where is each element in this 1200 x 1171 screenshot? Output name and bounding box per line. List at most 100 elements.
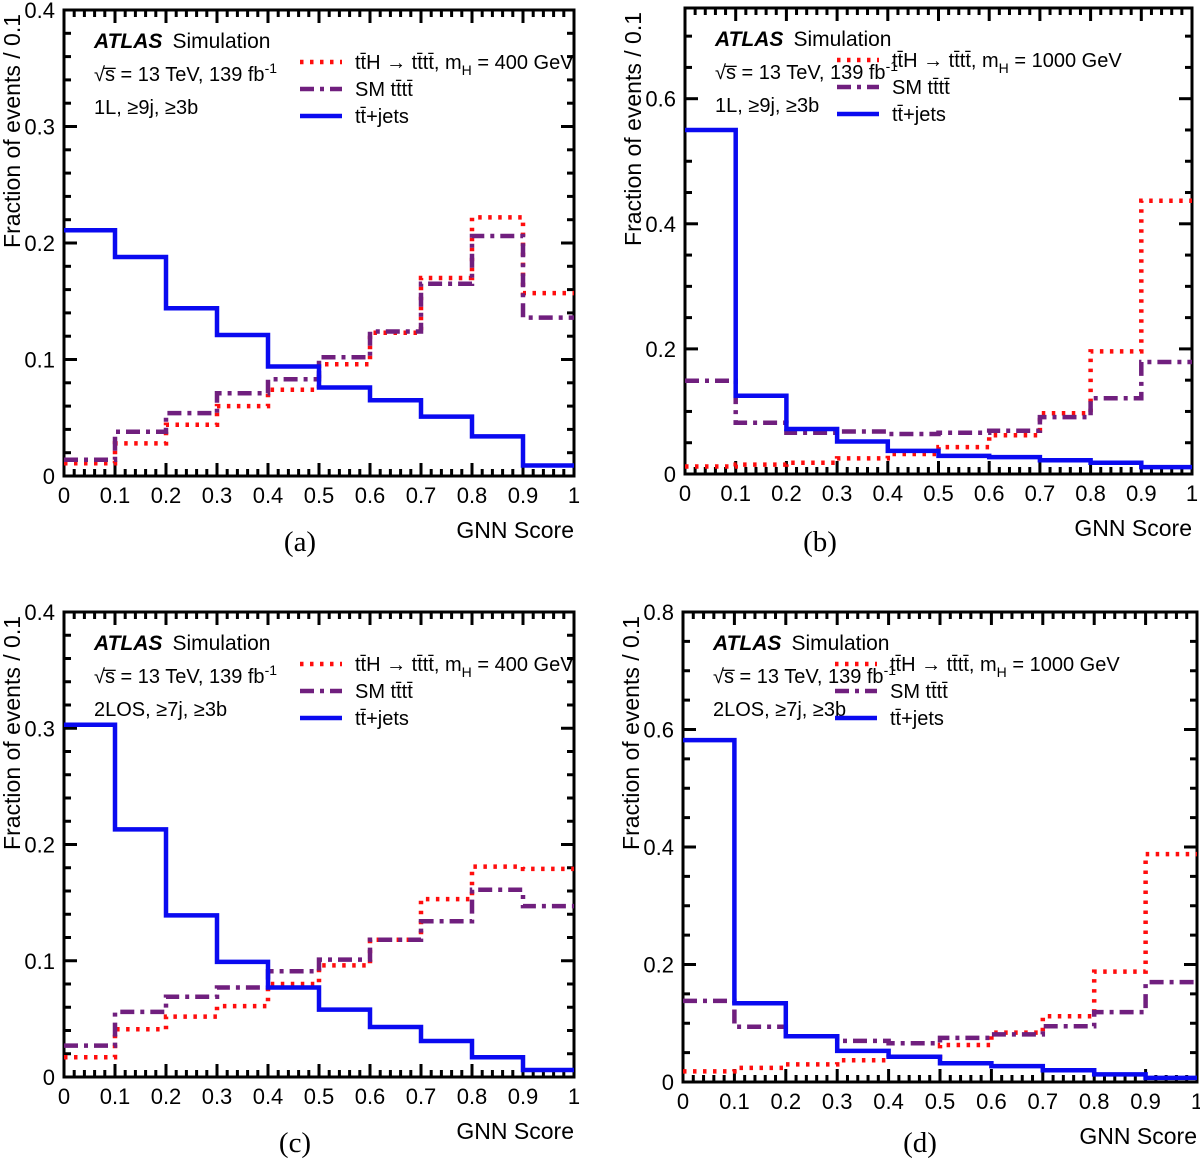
series-ttjets: [685, 127, 1192, 470]
svg-text:0: 0: [677, 1089, 689, 1114]
panel-caption: (c): [279, 1127, 311, 1159]
svg-text:0.1: 0.1: [100, 1084, 131, 1109]
svg-text:1: 1: [1186, 481, 1198, 506]
y-tick-labels: 0 0.1 0.2 0.3 0.4: [24, 0, 55, 489]
y-tick-labels: 0 0.2 0.4 0.6: [645, 87, 676, 487]
svg-text:0.4: 0.4: [24, 0, 55, 23]
x-axis-title: GNN Score: [456, 517, 574, 543]
histogram-panel-d: 0 0.1 0.2 0.3 0.4 0.5 0.6 0.7 0.8 0.9 1 0 0.2 0.4 0.6 0…: [600, 586, 1200, 1171]
selection-label: 1L, ≥9j, ≥3b: [94, 97, 198, 119]
legend-label-ttjets: tt̄+jets: [355, 106, 409, 128]
svg-text:0.2: 0.2: [24, 231, 55, 256]
axis-ticks: [62, 610, 576, 1079]
svg-text:0.3: 0.3: [24, 716, 55, 741]
experiment-label: ATLAS Simulation: [712, 632, 890, 655]
y-axis-title: Fraction of events / 0.1: [620, 12, 646, 246]
histogram-panel-b: 0 0.1 0.2 0.3 0.4 0.5 0.6 0.7 0.8 0.9 1 0 0.2 0.4 0.6 G…: [600, 0, 1200, 590]
legend-label-signal: tt̄H → tt̄tt̄, mH = 400 GeV: [355, 654, 574, 680]
experiment-label: ATLAS Simulation: [93, 632, 271, 655]
svg-text:0.3: 0.3: [24, 115, 55, 140]
svg-text:0.6: 0.6: [974, 481, 1005, 506]
svg-text:0.7: 0.7: [406, 483, 437, 508]
svg-text:0.8: 0.8: [1075, 481, 1106, 506]
svg-text:0.4: 0.4: [643, 835, 674, 860]
svg-text:0: 0: [43, 1065, 55, 1090]
legend-label-signal: tt̄H → tt̄tt̄, mH = 400 GeV: [355, 52, 574, 78]
legend-label-sm: SM tt̄tt̄: [355, 79, 413, 101]
series-sm: [64, 233, 574, 462]
svg-text:0: 0: [679, 481, 691, 506]
svg-text:0.4: 0.4: [253, 1084, 284, 1109]
panel-caption: (a): [284, 526, 316, 558]
svg-text:0.2: 0.2: [645, 337, 676, 362]
svg-text:0.4: 0.4: [873, 1089, 904, 1114]
y-tick-labels: 0 0.1 0.2 0.3 0.4: [24, 600, 55, 1090]
histogram-panel-c: 0 0.1 0.2 0.3 0.4 0.5 0.6 0.7 0.8 0.9 1 0 0.1 0.2 0.3 0…: [0, 586, 600, 1171]
svg-text:0.3: 0.3: [202, 483, 233, 508]
svg-text:0.3: 0.3: [822, 1089, 853, 1114]
svg-text:0.1: 0.1: [720, 481, 751, 506]
chart-a: 0 0.1 0.2 0.3 0.4 0.5 0.6 0.7 0.8 0.9 100.10.20.30…: [0, 0, 580, 558]
svg-text:0.4: 0.4: [873, 481, 904, 506]
svg-text:0.8: 0.8: [457, 1084, 488, 1109]
lumi-label: √s̅ = 13 TeV, 139 fb-1: [713, 662, 896, 688]
series-ttjets: [683, 737, 1197, 1081]
experiment-label: ATLAS Simulation: [714, 28, 892, 51]
y-axis-title: Fraction of events / 0.1: [0, 616, 25, 850]
svg-text:0.3: 0.3: [822, 481, 853, 506]
selection-label: 2LOS, ≥7j, ≥3b: [94, 699, 227, 721]
series-ttjets: [64, 227, 574, 468]
series-ttjets: [64, 722, 574, 1073]
svg-text:0: 0: [662, 1070, 674, 1095]
svg-text:0.8: 0.8: [457, 483, 488, 508]
svg-text:0.9: 0.9: [508, 1084, 539, 1109]
svg-text:0.1: 0.1: [100, 483, 131, 508]
svg-text:0.3: 0.3: [202, 1084, 233, 1109]
x-tick-labels: 0 0.1 0.2 0.3 0.4 0.5 0.6 0.7 0.8 0.9 1: [677, 1089, 1200, 1114]
legend-label-sm: SM tt̄tt̄: [890, 681, 948, 703]
svg-text:0.6: 0.6: [645, 87, 676, 112]
chart-c: 0 0.1 0.2 0.3 0.4 0.5 0.6 0.7 0.8 0.9 100.10.20.30…: [0, 600, 580, 1159]
x-axis-title: GNN Score: [1079, 1123, 1197, 1149]
svg-text:0.6: 0.6: [355, 1084, 386, 1109]
selection-label: 2LOS, ≥7j, ≥3b: [713, 699, 846, 721]
series-signal: [64, 864, 574, 1060]
svg-text:0.4: 0.4: [24, 600, 55, 625]
svg-text:0.1: 0.1: [719, 1089, 750, 1114]
legend-label-ttjets: tt̄+jets: [890, 708, 944, 730]
svg-text:0.5: 0.5: [304, 1084, 335, 1109]
legend-label-ttjets: tt̄+jets: [892, 104, 946, 126]
svg-text:0.2: 0.2: [24, 833, 55, 858]
svg-text:0.6: 0.6: [355, 483, 386, 508]
svg-text:0.7: 0.7: [406, 1084, 437, 1109]
x-tick-labels: 0 0.1 0.2 0.3 0.4 0.5 0.6 0.7 0.8 0.9 1: [58, 483, 580, 508]
axis-ticks: [62, 8, 576, 478]
selection-label: 1L, ≥9j, ≥3b: [715, 95, 819, 117]
svg-text:0.7: 0.7: [1025, 481, 1056, 506]
svg-text:0.4: 0.4: [645, 212, 676, 237]
y-tick-labels: 0 0.2 0.4 0.6 0.8: [643, 600, 674, 1095]
legend-label-sm: SM tt̄tt̄: [355, 681, 413, 703]
svg-text:0.9: 0.9: [1130, 1089, 1161, 1114]
lumi-label: √s̅ = 13 TeV, 139 fb-1: [94, 60, 277, 86]
series-signal: [64, 215, 574, 466]
y-axis-title: Fraction of events / 0.1: [618, 616, 644, 850]
svg-text:0.2: 0.2: [151, 483, 182, 508]
svg-text:0.5: 0.5: [923, 481, 954, 506]
svg-text:0.4: 0.4: [253, 483, 284, 508]
series-signal: [685, 198, 1192, 469]
svg-text:0.5: 0.5: [925, 1089, 956, 1114]
chart-d: 0 0.1 0.2 0.3 0.4 0.5 0.6 0.7 0.8 0.9 100.20.40.60…: [618, 600, 1200, 1159]
lumi-label: √s̅ = 13 TeV, 139 fb-1: [715, 58, 898, 84]
svg-text:0.6: 0.6: [976, 1089, 1007, 1114]
svg-text:0.1: 0.1: [24, 348, 55, 373]
series-sm: [683, 979, 1197, 1046]
svg-text:0.2: 0.2: [643, 953, 674, 978]
svg-text:0.5: 0.5: [304, 483, 335, 508]
y-axis-title: Fraction of events / 0.1: [0, 14, 25, 248]
panel-caption: (b): [803, 526, 837, 558]
svg-text:0.9: 0.9: [1126, 481, 1157, 506]
svg-text:0: 0: [43, 464, 55, 489]
svg-text:0.1: 0.1: [24, 949, 55, 974]
